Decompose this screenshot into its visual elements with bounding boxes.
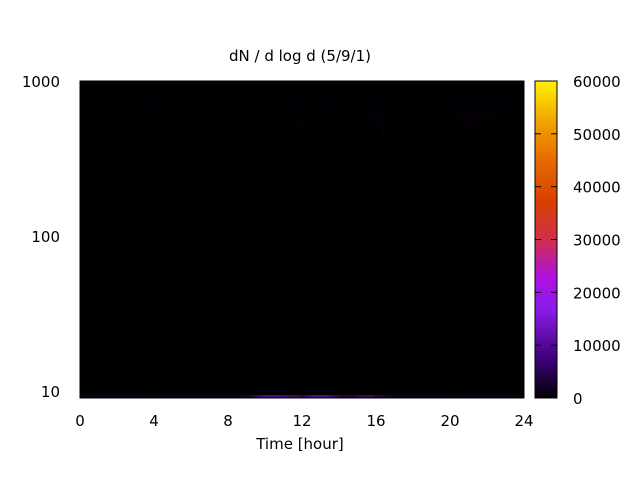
x-tick-label: 16 (366, 412, 385, 430)
colorbar-tick-label: 50000 (573, 126, 621, 144)
y-axis: 10 100 1000 (22, 73, 524, 401)
plot-area (80, 81, 524, 398)
y-tick-label: 1000 (22, 73, 60, 91)
x-tick-label: 20 (440, 412, 459, 430)
colorbar-tick-label: 10000 (573, 337, 621, 355)
colorbar-tick-label: 20000 (573, 284, 621, 302)
colorbar-tick-label: 60000 (573, 73, 621, 91)
x-tick-label: 24 (514, 412, 533, 430)
y-tick-label: 10 (41, 383, 60, 401)
x-tick-label: 0 (75, 412, 85, 430)
colorbar-tick-label: 0 (573, 390, 583, 408)
x-tick-label: 4 (149, 412, 159, 430)
noise-speck (278, 86, 284, 92)
x-tick-label: 12 (292, 412, 311, 430)
colorbar-axis: 0 10000 20000 30000 40000 50000 60000 (535, 73, 621, 408)
x-tick-label: 8 (223, 412, 233, 430)
upper-noise-region (80, 88, 524, 395)
colorbar-tick-label: 30000 (573, 232, 621, 250)
x-axis-label: Time [hour] (255, 435, 344, 453)
x-axis: 0 4 8 12 16 20 24 (75, 81, 534, 430)
colorbar-tick-label: 40000 (573, 179, 621, 197)
chart-title: dN / d log d (5/9/1) (229, 47, 371, 65)
y-tick-label: 100 (31, 228, 60, 246)
